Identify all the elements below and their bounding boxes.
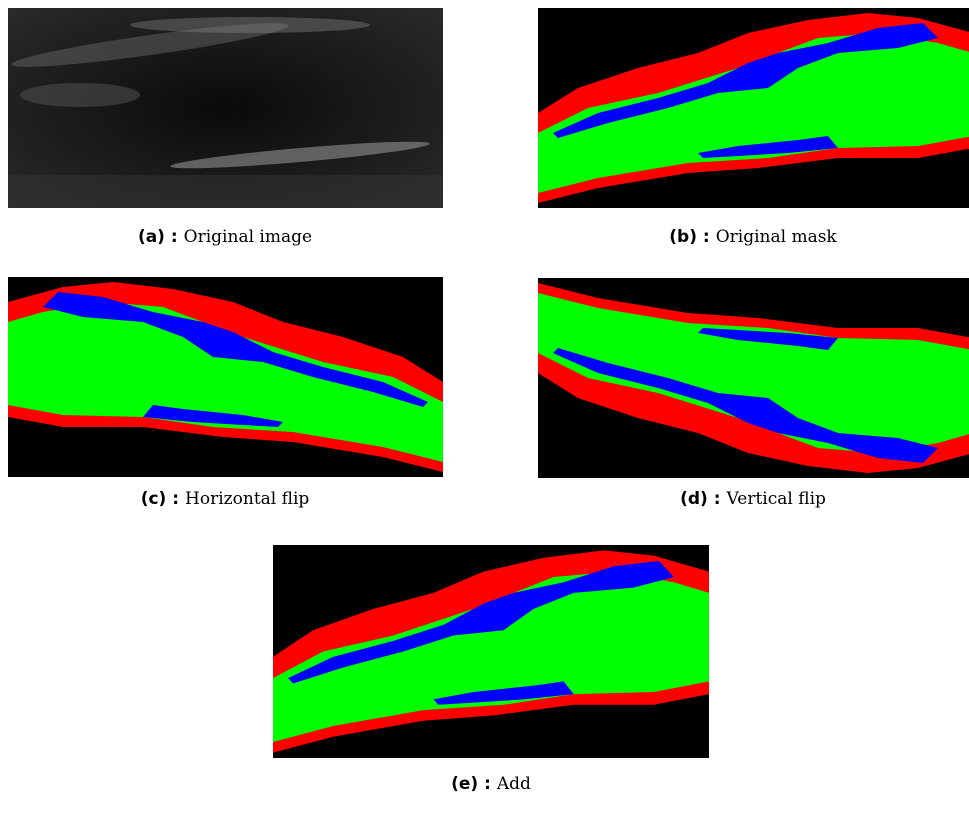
- caption-text: Vertical flip: [727, 489, 826, 509]
- figure-panels: [0, 0, 969, 825]
- ultrasound-image: [8, 8, 443, 208]
- caption-label: (e) :: [451, 774, 491, 794]
- caption: (b) : Original mask: [669, 227, 836, 247]
- caption-label: (c) :: [141, 489, 179, 509]
- caption: (a) : Original image: [138, 227, 312, 247]
- caption-text: Horizontal flip: [185, 489, 309, 509]
- caption-label: (b) :: [669, 227, 709, 247]
- original-mask: [538, 8, 969, 208]
- horizontal-flip: [8, 277, 443, 477]
- caption-label: (d) :: [680, 489, 720, 509]
- caption: (d) : Vertical flip: [680, 489, 826, 509]
- caption-text: Add: [497, 774, 531, 794]
- page: (a) : Original image (b) : Original mask (…: [0, 0, 969, 825]
- caption-label: (a) :: [138, 227, 178, 247]
- caption-text: Original image: [184, 227, 312, 247]
- vertical-flip: [538, 278, 969, 478]
- add-mask: [273, 545, 709, 758]
- caption: (c) : Horizontal flip: [141, 489, 310, 509]
- caption: (e) : Add: [451, 774, 531, 794]
- caption-text: Original mask: [716, 227, 837, 247]
